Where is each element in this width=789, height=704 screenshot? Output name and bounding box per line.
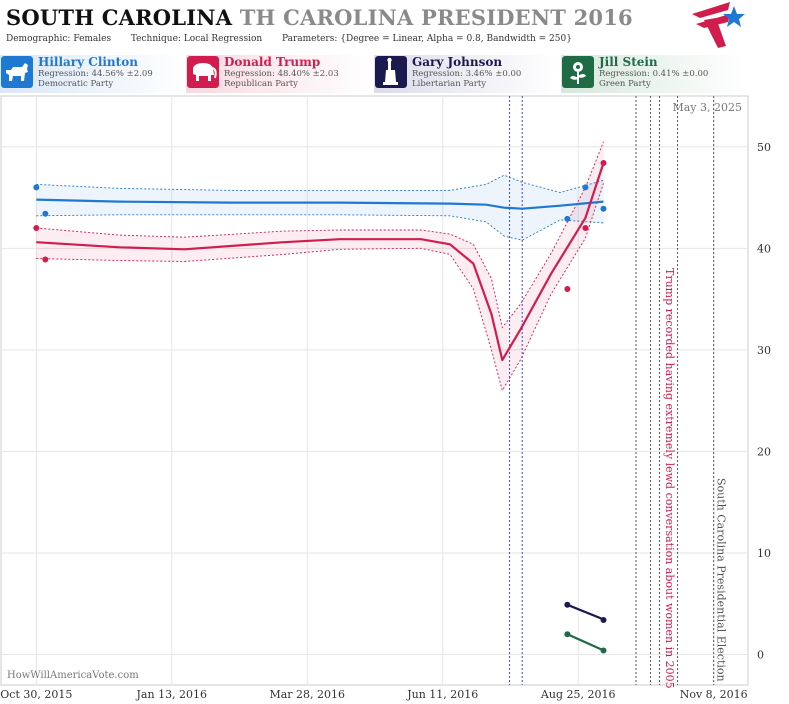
demographic-value: Females <box>73 34 112 44</box>
technique-label: Technique: <box>130 34 181 44</box>
statue-of-liberty-icon <box>375 56 407 88</box>
y-tick-label: 40 <box>757 242 771 255</box>
candidate-name: Donald Trump <box>224 55 321 69</box>
site-logo-icon <box>692 2 745 48</box>
data-point <box>564 215 571 222</box>
date-label: May 3, 2025 <box>672 101 742 114</box>
elephant-icon <box>187 56 219 88</box>
race-title: TH CAROLINA PRESIDENT 2016 <box>239 5 633 30</box>
annotation-lewd-conversation: Trump recorded having extremely lewd con… <box>663 268 676 689</box>
data-point <box>600 617 607 624</box>
data-point <box>564 285 571 292</box>
confidence-band <box>36 175 604 241</box>
technique-value: Local Regression <box>183 34 263 44</box>
confidence-upper <box>36 141 604 329</box>
parameters-value: {Degree = Linear, Alpha = 0.8, Bandwidth… <box>340 34 572 44</box>
confidence-band <box>36 141 604 391</box>
event-lines <box>509 96 715 685</box>
chart-title: SOUTH CAROLINA TH CAROLINA PRESIDENT 201… <box>6 5 633 30</box>
watermark: HowWillAmericaVote.com <box>7 670 139 681</box>
y-axis-ticks: 0 10 20 30 40 50 <box>757 141 771 662</box>
candidate-legend: Hillary Clinton Regression: 44.56% ±2.09… <box>0 55 789 94</box>
candidate-name: Gary Johnson <box>412 55 503 69</box>
series-line <box>36 162 605 362</box>
candidate-regression: Regression: 44.56% ±2.09 <box>38 69 153 79</box>
data-point <box>564 631 571 638</box>
series-line <box>566 633 604 652</box>
plot-frame <box>0 95 749 686</box>
data-point <box>600 205 607 212</box>
poll-points <box>33 160 607 654</box>
series-line <box>566 603 604 621</box>
data-point <box>564 601 571 608</box>
data-point <box>600 647 607 654</box>
x-tick-label: Oct 30, 2015 <box>0 688 72 701</box>
data-point <box>42 256 49 263</box>
state-title: SOUTH CAROLINA <box>6 5 233 30</box>
candidate-name: Jill Stein <box>599 55 658 69</box>
x-tick-label: Jun 11, 2016 <box>406 688 478 701</box>
candidate-regression: Regression: 3.46% ±0.00 <box>412 69 522 79</box>
data-point <box>33 184 40 191</box>
parameters-label: Parameters: <box>281 34 338 44</box>
y-tick-label: 20 <box>757 445 771 458</box>
confidence-upper <box>36 174 604 193</box>
data-point <box>33 225 40 232</box>
candidate-regression: Regression: 48.40% ±2.03 <box>224 69 339 79</box>
y-tick-label: 30 <box>757 344 771 357</box>
candidate-name: Hillary Clinton <box>38 55 138 69</box>
demographic-label: Demographic: <box>6 34 71 44</box>
x-tick-label: Jan 13, 2016 <box>136 688 208 701</box>
candidate-party: Republican Party <box>224 79 298 89</box>
candidate-card-clinton: Hillary Clinton Regression: 44.56% ±2.09… <box>0 55 185 93</box>
y-tick-label: 0 <box>757 649 764 662</box>
candidate-party: Green Party <box>599 79 651 89</box>
data-point <box>42 210 49 217</box>
flower-icon <box>562 56 594 88</box>
parameters-line: Demographic: Females Technique: Local Re… <box>6 34 572 44</box>
x-tick-label: Aug 25, 2016 <box>540 688 616 701</box>
y-tick-label: 10 <box>757 547 771 560</box>
data-point <box>582 225 589 232</box>
data-point <box>582 184 589 191</box>
grid-lines <box>2 96 748 685</box>
chart-header: SOUTH CAROLINA TH CAROLINA PRESIDENT 201… <box>0 0 749 52</box>
candidate-card-stein: Jill Stein Regression: 0.41% ±0.00 Green… <box>561 55 746 93</box>
candidate-regression: Regression: 0.41% ±0.00 <box>599 69 709 79</box>
x-axis-ticks: Oct 30, 2015 Jan 13, 2016 Mar 28, 2016 Jun … <box>0 688 747 701</box>
x-tick-label: Nov 8, 2016 <box>680 688 748 701</box>
data-point <box>600 160 607 167</box>
candidate-party: Democratic Party <box>38 79 114 89</box>
y-tick-label: 50 <box>757 141 771 154</box>
x-tick-label: Mar 28, 2016 <box>269 688 345 701</box>
candidate-card-johnson: Gary Johnson Regression: 3.46% ±0.00 Lib… <box>374 55 559 93</box>
donkey-icon <box>1 56 33 88</box>
candidate-card-trump: Donald Trump Regression: 48.40% ±2.03 Re… <box>186 55 371 93</box>
series-lines <box>36 162 605 652</box>
candidate-party: Libertarian Party <box>412 79 487 89</box>
confidence-bands <box>36 141 604 392</box>
confidence-lower <box>36 214 604 241</box>
annotation-election-day: South Carolina Presidential Election <box>715 478 728 682</box>
confidence-lower <box>36 183 604 392</box>
series-line <box>36 198 604 210</box>
